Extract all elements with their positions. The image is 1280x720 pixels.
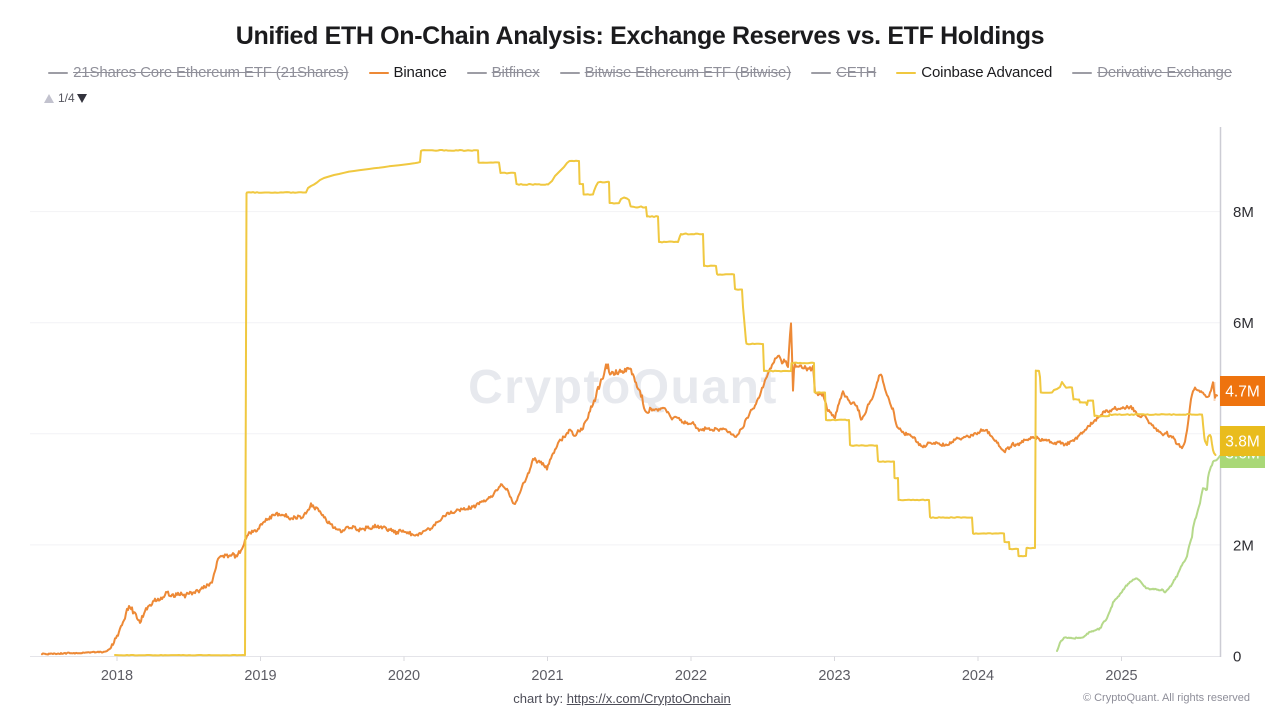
svg-text:0: 0 bbox=[1233, 649, 1241, 666]
svg-text:2020: 2020 bbox=[388, 668, 420, 684]
svg-text:2023: 2023 bbox=[818, 668, 850, 684]
svg-text:2022: 2022 bbox=[675, 668, 707, 684]
svg-text:2025: 2025 bbox=[1105, 668, 1137, 684]
svg-text:2021: 2021 bbox=[531, 668, 563, 684]
svg-text:6M: 6M bbox=[1233, 315, 1254, 332]
svg-text:2M: 2M bbox=[1233, 537, 1254, 554]
svg-text:4.7M: 4.7M bbox=[1225, 384, 1259, 401]
svg-text:2024: 2024 bbox=[962, 668, 994, 684]
svg-text:2019: 2019 bbox=[244, 668, 276, 684]
svg-text:3.8M: 3.8M bbox=[1225, 434, 1259, 451]
svg-text:8M: 8M bbox=[1233, 204, 1254, 221]
svg-text:CryptoQuant: CryptoQuant bbox=[468, 361, 778, 414]
svg-text:2018: 2018 bbox=[101, 668, 133, 684]
